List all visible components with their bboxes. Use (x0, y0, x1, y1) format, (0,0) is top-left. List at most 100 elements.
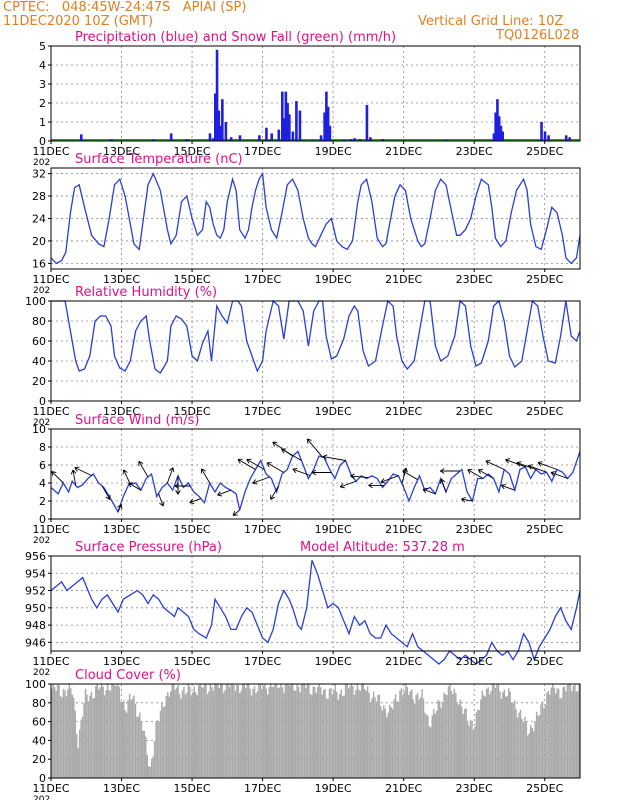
x-tick-label: 21DEC (385, 523, 422, 536)
cloud-bar (571, 690, 573, 778)
cloud-bar (415, 694, 417, 778)
wind-arrow (505, 458, 526, 468)
x-tick-label: 19DEC (315, 145, 352, 158)
precip-bar (325, 91, 328, 141)
cloud-bar (133, 695, 135, 778)
precip-bar (284, 91, 288, 141)
cloud-bar (500, 698, 503, 778)
temperature-title: Surface Temperature (nC) (75, 152, 243, 167)
cloud-bar (152, 756, 154, 778)
panel-frame (50, 45, 581, 142)
precip-bar (501, 131, 505, 141)
x-tick-label: 11DEC (32, 655, 69, 668)
x-year-stub: 202 (33, 158, 50, 168)
cloud-bar (497, 684, 500, 778)
cloud-bar (441, 702, 444, 778)
x-tick-label: 13DEC (103, 273, 140, 286)
header-datetime: 11DEC2020 10Z (GMT) (3, 14, 154, 29)
cloud-bar (440, 708, 442, 778)
wind-arrow (266, 462, 284, 473)
cloud-bar (577, 691, 579, 778)
x-tick-label: 13DEC (103, 782, 140, 795)
wind-arrow (339, 480, 357, 489)
cloud-bar (474, 726, 476, 778)
cloud-bar (80, 719, 82, 778)
cloud-bar (362, 684, 364, 778)
cloud-bar (142, 730, 144, 778)
cloud-bar (219, 684, 222, 778)
y-tick-label: 2 (39, 97, 46, 110)
cloud-bar (510, 702, 513, 778)
pressure-line (50, 560, 581, 665)
panel-frame (50, 300, 581, 402)
cloud-bar (433, 709, 435, 778)
precip-bar (286, 103, 289, 141)
cloud-bar (195, 692, 197, 778)
wind-arrow (51, 470, 64, 484)
cloud-bar (272, 686, 275, 778)
y-tick-label: 0 (39, 772, 46, 785)
precip-bar (369, 137, 372, 141)
precip-bar (280, 91, 284, 141)
cloud-bar (205, 684, 207, 778)
cloud-bar (87, 701, 90, 778)
cloud-bar (230, 684, 232, 778)
x-tick-label: 25DEC (526, 273, 563, 286)
cloud-bar (225, 684, 228, 778)
wind-arrow (402, 470, 418, 481)
y-tick-label: 1 (39, 116, 46, 129)
cloud-bar (84, 688, 87, 778)
cloud-bar (199, 684, 201, 778)
x-tick-label: 11DEC (32, 405, 69, 418)
cloud-bar (550, 687, 553, 778)
panel-frame (50, 167, 581, 270)
cloud-bar (218, 688, 220, 778)
cloud-bar (311, 694, 313, 778)
cloud-bar (481, 690, 483, 778)
wind-arrow (322, 454, 346, 461)
cloud-bar (559, 698, 561, 778)
cloud-bar (212, 690, 215, 778)
precip-bar (365, 104, 369, 141)
cloud-bar (161, 703, 163, 778)
cloud-bar (239, 692, 241, 778)
cloud-bar (519, 709, 522, 778)
precip-bar (564, 135, 568, 141)
cloud-bar (147, 766, 150, 778)
cloud-bar (569, 684, 572, 778)
precip-bar (79, 134, 83, 141)
cloud-bar (349, 686, 351, 778)
humidity-title: Relative Humidity (%) (75, 285, 217, 300)
y-tick-label: 16 (32, 257, 46, 270)
cloud-bar (149, 766, 151, 778)
x-tick-label: 25DEC (526, 405, 563, 418)
cloud-bar (306, 684, 309, 778)
y-tick-label: 946 (25, 636, 46, 649)
cloud-bar (446, 695, 448, 778)
cloud-bar (300, 684, 303, 778)
precip-bar (295, 101, 298, 141)
cloud-bar (264, 684, 266, 778)
y-tick-label: 28 (32, 190, 46, 203)
x-tick-label: 15DEC (174, 273, 211, 286)
cloud-bar (253, 686, 256, 778)
cloud-bar (427, 715, 429, 778)
cloud-bar (344, 684, 347, 778)
cloud-bar (222, 692, 225, 778)
wind-arrow (166, 467, 175, 484)
cloud-bar (275, 684, 278, 778)
precip-bar (298, 110, 302, 141)
temperature-line (50, 171, 581, 265)
cloud-bar (283, 692, 285, 778)
x-tick-label: 21DEC (385, 145, 422, 158)
cloud-bar (68, 684, 71, 778)
y-tick-label: 0 (39, 395, 46, 408)
y-tick-label: 20 (32, 753, 46, 766)
cloud-bar (303, 684, 306, 778)
precip-bar (219, 125, 222, 141)
cloud-bar (274, 684, 276, 778)
cloud-bar (215, 684, 218, 778)
cloud-bar (65, 696, 68, 778)
cloud-bar (75, 733, 78, 778)
cloud-bar (515, 709, 517, 778)
